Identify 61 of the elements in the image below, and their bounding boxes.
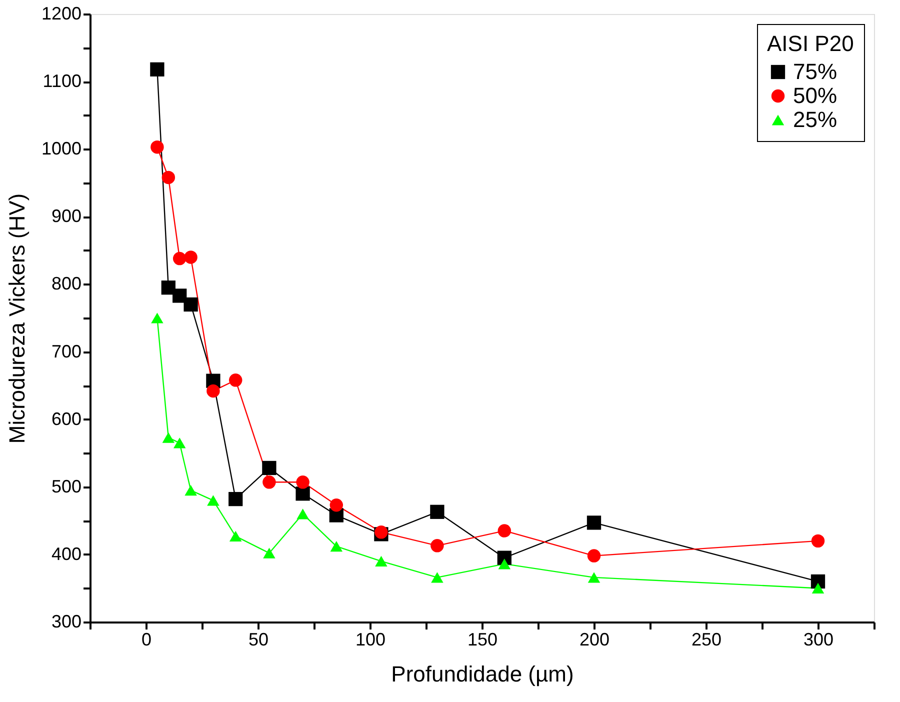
y-axis-title: Microdureza Vickers (HV) — [4, 193, 30, 444]
point — [184, 484, 197, 496]
point — [810, 574, 826, 589]
x-tick-label: 150 — [467, 630, 498, 650]
point — [162, 432, 175, 443]
point — [296, 508, 309, 520]
point — [812, 582, 824, 594]
point — [150, 140, 164, 154]
y-tick-label: 600 — [51, 408, 82, 429]
point — [811, 534, 825, 548]
point — [162, 170, 176, 184]
legend-label: 75% — [793, 59, 838, 84]
point — [228, 492, 243, 506]
point — [172, 252, 186, 266]
point — [430, 539, 444, 552]
legend-label: 50% — [793, 83, 838, 108]
y-tick-label: 800 — [51, 274, 82, 294]
point — [184, 250, 198, 264]
y-tick-label: 400 — [51, 544, 82, 564]
y-tick-label: 700 — [51, 341, 82, 362]
x-tick-label: 250 — [691, 630, 722, 650]
point — [228, 374, 242, 387]
x-tick-label: 300 — [803, 630, 834, 650]
point — [184, 297, 198, 312]
point — [586, 516, 602, 530]
point — [431, 572, 444, 583]
point — [229, 530, 242, 542]
point — [161, 280, 176, 295]
point — [296, 476, 310, 489]
y-tick-label: 500 — [51, 476, 82, 496]
y-tick-label: 1000 — [41, 138, 82, 159]
x-tick-label: 200 — [579, 630, 610, 650]
legend-title: AISI P20 — [767, 31, 854, 56]
y-tick-label: 900 — [51, 206, 82, 226]
y-tick-label: 300 — [51, 612, 82, 632]
point — [206, 384, 220, 398]
point — [151, 312, 164, 324]
point — [263, 548, 276, 558]
point — [296, 486, 310, 501]
x-tick-label: 50 — [248, 630, 269, 650]
point — [262, 460, 276, 476]
y-tick-label: 1200 — [41, 4, 82, 24]
legend-label: 25% — [793, 107, 838, 132]
point — [262, 476, 276, 489]
point — [498, 558, 511, 570]
x-tick-label: 100 — [355, 630, 386, 650]
point — [330, 541, 343, 552]
point — [374, 526, 388, 539]
point — [173, 438, 186, 448]
x-axis-title: Profundidade (µm) — [391, 662, 574, 686]
point — [330, 498, 344, 512]
point — [587, 549, 601, 562]
point — [375, 556, 388, 567]
x-tick-label: 0 — [141, 630, 152, 650]
point — [430, 504, 444, 519]
point — [172, 288, 187, 303]
point — [588, 572, 600, 583]
point — [150, 62, 164, 76]
y-tick-label: 1100 — [42, 71, 82, 92]
point — [498, 524, 512, 538]
point — [207, 495, 220, 506]
